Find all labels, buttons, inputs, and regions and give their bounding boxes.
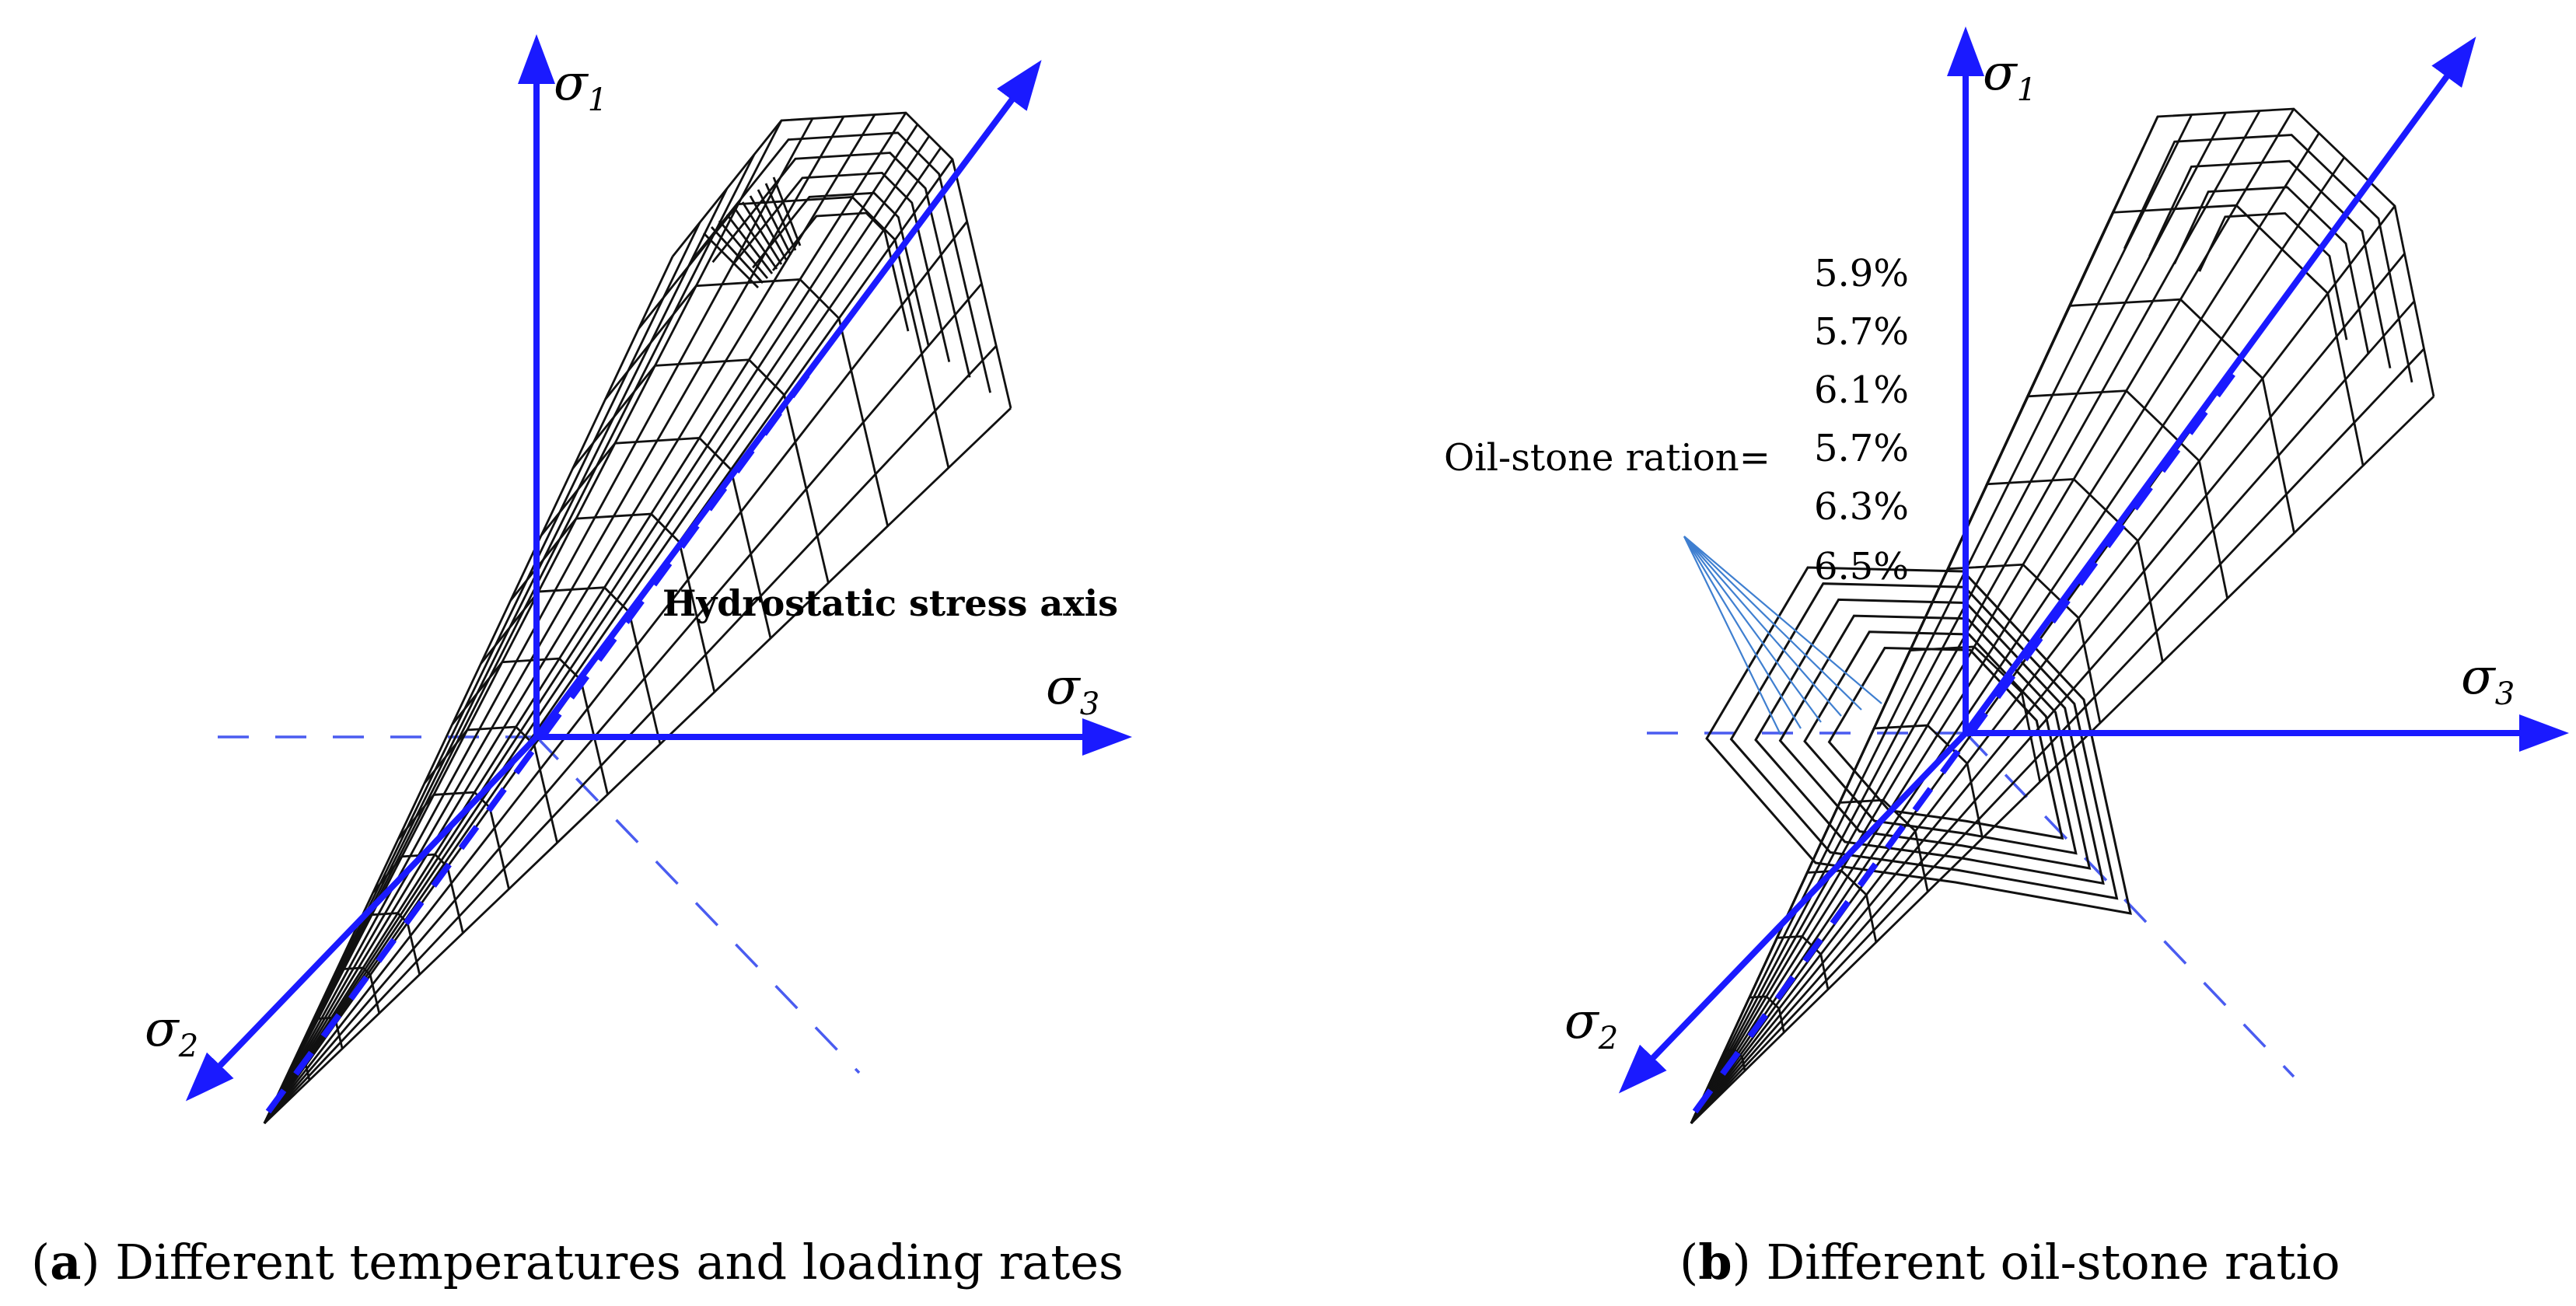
mesh-inner-rim (2198, 211, 2348, 340)
deviatoric-section (1827, 646, 2064, 840)
mesh-ring (397, 791, 510, 889)
deviatoric-section (1803, 630, 2078, 855)
ratio-value: 6.1% (1814, 368, 1909, 412)
panel-a-sigma1-label: σ1 (554, 54, 607, 118)
mesh-generator-line (263, 135, 931, 1124)
panel-b-oil-stone-label: Oil-stone ration= (1444, 436, 1770, 480)
mesh-generator-line (263, 112, 907, 1124)
mesh-hatch (703, 232, 759, 288)
deviatoric-section (1778, 614, 2092, 870)
ratio-value: 5.7% (1814, 427, 1909, 470)
mesh-generator-line (263, 113, 876, 1124)
mesh-generator-line (263, 221, 968, 1124)
mesh-generator-line (263, 147, 942, 1124)
panel-b-sigma2-axis (1618, 731, 1968, 1094)
caption-b: (b) Different oil-stone ratio (1679, 1234, 2340, 1290)
ratio-value: 6.5% (1814, 545, 1909, 588)
mesh-ring (1949, 477, 2164, 662)
mesh-inner-rim (2148, 159, 2392, 368)
mesh-generator-line (263, 283, 983, 1124)
ratio-value: 6.3% (1814, 485, 1909, 529)
panel-a: σ1 σ3 σ2 Hydrostatic stress axis (145, 34, 1132, 1125)
mesh-generator-line (1690, 156, 2346, 1124)
mesh-ring (2022, 298, 2295, 533)
mesh-ring (1741, 995, 1785, 1033)
mesh-generator-line (264, 407, 1012, 1125)
panel-b-sigma1-label: σ1 (1983, 44, 2036, 108)
leader-line (1683, 536, 1882, 704)
mesh-ring (671, 111, 1012, 409)
mesh-ring (423, 725, 558, 843)
panel-b-hydrostatic-axis-solid (1963, 37, 2476, 735)
mesh-ring (2098, 107, 2435, 397)
mesh-ring (306, 1016, 344, 1049)
mesh-ring (480, 586, 662, 745)
mesh-hatch (741, 201, 783, 265)
mesh-ring (1850, 724, 1984, 839)
mesh-ring (1765, 935, 1830, 990)
mesh-hatch (718, 220, 769, 279)
mesh-hatch (710, 226, 764, 284)
leader-line (1683, 536, 1842, 717)
mesh-ring (509, 512, 716, 693)
mesh-ring (1914, 563, 2102, 724)
mesh-ring (1882, 645, 2042, 783)
panel-a-ref-line-diagonal (535, 735, 861, 1074)
leader-line (1683, 536, 1781, 735)
mesh-ring (571, 358, 830, 584)
panel-a-hydrostatic-axis-dashed (265, 371, 812, 1114)
mesh-generator-line (1690, 110, 2261, 1124)
mesh-hatch (749, 195, 788, 260)
panel-b-sigma3-label: σ3 (2461, 648, 2515, 712)
panel-a-hydrostatic-label: Hydrostatic stress axis (662, 582, 1118, 624)
mesh-generator-line (1690, 205, 2396, 1124)
panel-b-yield-surface-mesh (1690, 107, 2435, 1125)
panel-b-sigma2-label: σ2 (1564, 993, 1618, 1056)
deviatoric-section (1754, 598, 2105, 885)
panel-b: σ1 σ3 σ2 Oil-stone ration= 5.9% 5.7% 6.1… (1444, 26, 2569, 1125)
mesh-ring (638, 196, 950, 469)
mesh-inner-rim (691, 131, 991, 393)
mesh-inner-rim (711, 152, 971, 378)
mesh-generator-line (1690, 132, 2320, 1124)
mesh-inner-rim (732, 171, 951, 362)
caption-a: (a) Different temperatures and loading r… (31, 1234, 1124, 1290)
mesh-generator-line (1690, 395, 2434, 1125)
mesh-ring (372, 853, 464, 934)
leader-line (1683, 536, 1862, 711)
mesh-hatch (764, 183, 797, 251)
panel-b-hydrostatic-axis-dashed (1692, 363, 2242, 1114)
mesh-ring (604, 278, 890, 527)
panel-b-leader-lines (1683, 536, 1882, 735)
mesh-ring (1984, 389, 2228, 599)
mesh-ring (1791, 869, 1878, 943)
mesh-generator-line (263, 124, 919, 1124)
mesh-generator-line (1690, 300, 2416, 1124)
mesh-generator-line (263, 256, 674, 1124)
mesh-ring (348, 912, 421, 975)
ratio-value: 5.7% (1814, 310, 1909, 354)
mesh-ring (326, 966, 381, 1014)
panel-a-hydrostatic-axis-solid (533, 60, 1042, 739)
mesh-hatch (733, 208, 778, 270)
panel-b-ratio-list: 5.9% 5.7% 6.1% 5.7% 6.3% 6.5% (1814, 252, 1909, 588)
mesh-ring (451, 657, 609, 795)
ratio-value: 5.9% (1814, 252, 1909, 295)
panel-a-sigma2-label: σ2 (145, 1000, 198, 1064)
mesh-hatch (772, 176, 802, 246)
mesh-hatch (725, 214, 774, 274)
mesh-hatch (757, 189, 792, 256)
mesh-ring (1719, 1049, 1746, 1071)
mesh-ring (2059, 204, 2365, 466)
panel-a-sigma2-axis (185, 735, 539, 1102)
mesh-generator-line (263, 116, 845, 1124)
mesh-inner-rim (2173, 186, 2370, 354)
mesh-inner-rim (2123, 134, 2413, 383)
leader-line (1683, 536, 1802, 729)
leader-line (1683, 536, 1822, 723)
mesh-ring (540, 436, 772, 639)
panel-a-sigma3-label: σ3 (1046, 658, 1099, 722)
